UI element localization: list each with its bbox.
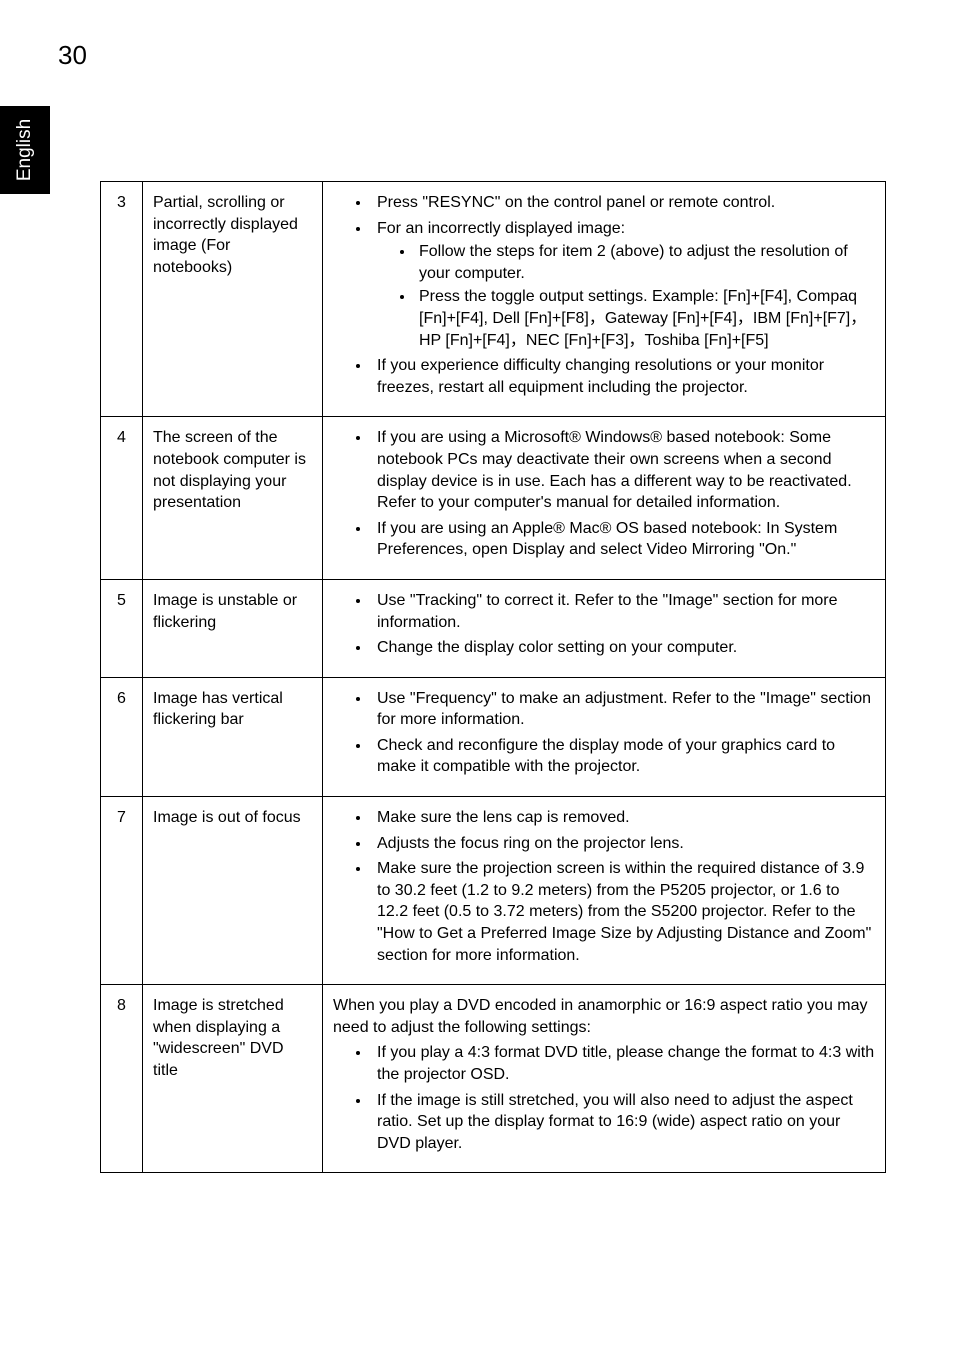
solution-cell: Use "Frequency" to make an adjustment. R… <box>323 677 886 796</box>
problem-cell: Image is stretched when displaying a "wi… <box>143 985 323 1173</box>
list-item: Use "Frequency" to make an adjustment. R… <box>371 688 875 731</box>
table-row: 3 Partial, scrolling or incorrectly disp… <box>101 182 886 417</box>
solution-cell: If you are using a Microsoft® Windows® b… <box>323 417 886 580</box>
list-item: If you are using an Apple® Mac® OS based… <box>371 518 875 561</box>
problem-cell: The screen of the notebook computer is n… <box>143 417 323 580</box>
list-item: Adjusts the focus ring on the projector … <box>371 833 875 855</box>
list-item-text: For an incorrectly displayed image: <box>377 220 625 237</box>
table-row: 7 Image is out of focus Make sure the le… <box>101 797 886 985</box>
content-area: 3 Partial, scrolling or incorrectly disp… <box>0 71 954 1213</box>
row-number: 8 <box>101 985 143 1173</box>
list-item: If you are using a Microsoft® Windows® b… <box>371 427 875 513</box>
list-item: Change the display color setting on your… <box>371 637 875 659</box>
troubleshooting-table: 3 Partial, scrolling or incorrectly disp… <box>100 181 886 1173</box>
list-item: Use "Tracking" to correct it. Refer to t… <box>371 590 875 633</box>
table-row: 6 Image has vertical flickering bar Use … <box>101 677 886 796</box>
list-item: Make sure the projection screen is withi… <box>371 858 875 966</box>
solution-cell: Use "Tracking" to correct it. Refer to t… <box>323 579 886 677</box>
list-item: Press "RESYNC" on the control panel or r… <box>371 192 875 214</box>
solution-intro: When you play a DVD encoded in anamorphi… <box>333 995 875 1038</box>
language-tab: English <box>0 106 50 194</box>
problem-cell: Image has vertical flickering bar <box>143 677 323 796</box>
row-number: 4 <box>101 417 143 580</box>
table-row: 8 Image is stretched when displaying a "… <box>101 985 886 1173</box>
solution-cell: Make sure the lens cap is removed. Adjus… <box>323 797 886 985</box>
list-item: Check and reconfigure the display mode o… <box>371 735 875 778</box>
list-item: If you experience difficulty changing re… <box>371 355 875 398</box>
row-number: 3 <box>101 182 143 417</box>
list-item: For an incorrectly displayed image: Foll… <box>371 218 875 352</box>
row-number: 5 <box>101 579 143 677</box>
row-number: 6 <box>101 677 143 796</box>
list-item: Follow the steps for item 2 (above) to a… <box>415 241 875 284</box>
table-row: 4 The screen of the notebook computer is… <box>101 417 886 580</box>
list-item: Make sure the lens cap is removed. <box>371 807 875 829</box>
problem-cell: Image is out of focus <box>143 797 323 985</box>
solution-cell: When you play a DVD encoded in anamorphi… <box>323 985 886 1173</box>
problem-cell: Partial, scrolling or incorrectly displa… <box>143 182 323 417</box>
language-label: English <box>14 119 36 181</box>
problem-cell: Image is unstable or flickering <box>143 579 323 677</box>
table-row: 5 Image is unstable or flickering Use "T… <box>101 579 886 677</box>
solution-cell: Press "RESYNC" on the control panel or r… <box>323 182 886 417</box>
page-number: 30 <box>0 0 954 71</box>
list-item: If you play a 4:3 format DVD title, plea… <box>371 1042 875 1085</box>
list-item: If the image is still stretched, you wil… <box>371 1090 875 1155</box>
list-item: Press the toggle output settings. Exampl… <box>415 286 875 351</box>
row-number: 7 <box>101 797 143 985</box>
